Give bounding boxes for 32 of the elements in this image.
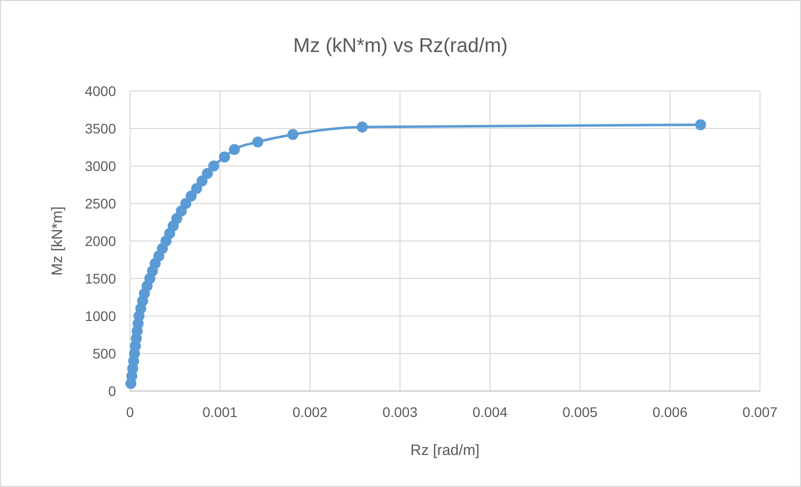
y-tick-label: 1000 xyxy=(84,308,116,324)
y-tick-label: 2000 xyxy=(84,233,116,249)
point xyxy=(208,160,220,172)
x-tick-label: 0.003 xyxy=(382,404,418,420)
y-axis-title: Mz [kN*m] xyxy=(49,206,66,276)
point xyxy=(287,129,298,140)
point xyxy=(219,152,230,162)
x-tick-label: 0.007 xyxy=(742,404,778,420)
y-tick-label: 1500 xyxy=(84,270,116,286)
x-tick-label: 0 xyxy=(126,404,134,420)
x-tick-label: 0.004 xyxy=(472,404,508,420)
x-tick-label: 0.006 xyxy=(652,404,688,420)
y-tick-label: 2500 xyxy=(84,196,116,212)
point xyxy=(191,183,202,194)
y-tick-label: 0 xyxy=(108,383,116,399)
x-tick-label: 0.002 xyxy=(292,404,328,420)
point xyxy=(186,190,197,202)
point xyxy=(196,176,208,186)
y-tick-label: 3500 xyxy=(84,120,116,136)
point xyxy=(252,136,264,148)
point xyxy=(202,168,213,179)
point xyxy=(228,144,240,155)
point xyxy=(356,122,368,132)
point xyxy=(695,119,706,130)
y-tick-label: 3000 xyxy=(84,158,116,174)
x-axis-title: Rz [rad/m] xyxy=(410,442,480,459)
y-tick-label: 4000 xyxy=(84,83,116,99)
point xyxy=(180,198,192,209)
y-tick-label: 500 xyxy=(92,346,116,362)
x-tick-label: 0.001 xyxy=(202,404,238,420)
x-tick-label: 0.005 xyxy=(562,404,598,420)
chart-title: Mz (kN*m) vs Rz(rad/m) xyxy=(293,35,508,57)
